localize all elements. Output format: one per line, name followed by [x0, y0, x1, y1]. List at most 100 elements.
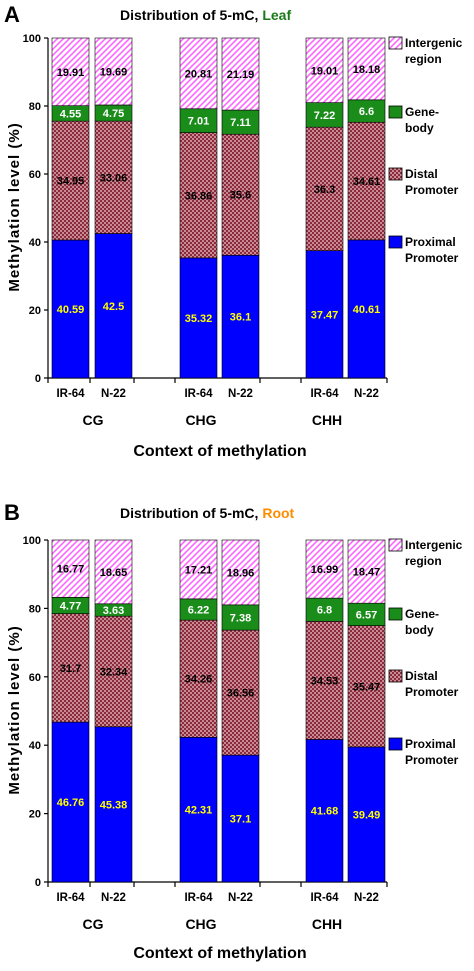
bar-segment-intergenic-region — [51, 539, 90, 598]
data-label-intergenic-region: 21.19 — [227, 69, 255, 81]
panel-a: A Distribution of 5-mC, Leaf Methylation… — [4, 2, 463, 460]
data-label-intergenic-region: 19.69 — [100, 66, 128, 78]
x-tick-label: N-22 — [101, 892, 126, 904]
legend-label: Promoter — [405, 251, 459, 265]
title-tissue: Root — [262, 505, 294, 521]
bar-segment-proximal-promoter — [179, 257, 218, 379]
y-tick-label: 20 — [29, 305, 41, 317]
bar-segment-intergenic-region — [305, 37, 344, 103]
stacked-bar: 40.59 34.95 4.55 19.91 — [51, 37, 90, 379]
data-label-gene-body: 6.8 — [317, 605, 332, 617]
bar-segment-intergenic-region — [94, 539, 133, 605]
data-label-proximal-promoter: 37.47 — [311, 309, 339, 321]
data-label-gene-body: 4.77 — [60, 601, 81, 613]
bar-segment-gene-body — [221, 604, 260, 631]
legend-label: Distal — [405, 167, 438, 181]
stacked-bar: 46.76 31.7 4.77 16.77 — [51, 539, 90, 883]
data-label-proximal-promoter: 40.61 — [353, 304, 381, 316]
legend-label: body — [405, 623, 434, 637]
data-label-distal-promoter: 31.7 — [60, 663, 81, 675]
data-label-gene-body: 3.63 — [103, 605, 124, 617]
bar-segment-distal-promoter — [347, 625, 386, 748]
bar-segment-proximal-promoter — [305, 739, 344, 883]
y-tick-label: 80 — [29, 603, 41, 615]
data-label-gene-body: 6.57 — [356, 609, 377, 621]
y-tick-label: 0 — [35, 877, 41, 889]
context-label: CHG — [185, 916, 216, 932]
bar-segment-proximal-promoter — [347, 746, 386, 883]
bar-segment-distal-promoter — [94, 615, 133, 728]
y-tick-label: 20 — [29, 809, 41, 821]
chart-title: Distribution of 5-mC, Leaf — [120, 7, 291, 23]
stacked-bar: 42.5 33.06 4.75 19.69 — [94, 37, 133, 379]
y-tick-label: 60 — [29, 169, 41, 181]
data-label-gene-body: 6.22 — [188, 604, 209, 616]
bar-segment-intergenic-region — [179, 37, 218, 110]
legend-swatch — [388, 167, 403, 181]
y-tick-label: 40 — [29, 237, 41, 249]
data-label-distal-promoter: 34.61 — [353, 176, 381, 188]
data-label-intergenic-region: 17.21 — [185, 564, 213, 576]
data-label-intergenic-region: 18.47 — [353, 567, 381, 579]
title-tissue: Leaf — [262, 7, 291, 23]
legend-label: Gene- — [405, 607, 439, 621]
data-label-gene-body: 7.38 — [230, 612, 251, 624]
legend-label: Promoter — [405, 753, 459, 767]
bar-segment-intergenic-region — [179, 539, 218, 600]
bar-segment-intergenic-region — [347, 539, 386, 604]
legend-item-proximal: Proximal Promoter — [388, 737, 459, 767]
y-axis-label: Methylation level (%) — [6, 625, 23, 794]
legend-label: Proximal — [405, 235, 456, 249]
data-label-distal-promoter: 36.56 — [227, 688, 255, 700]
x-tick-label: IR-64 — [184, 892, 213, 904]
bar-segment-intergenic-region — [221, 37, 260, 111]
x-tick-label: IR-64 — [310, 388, 339, 400]
x-axis-label: Context of methylation — [133, 443, 306, 460]
stacked-bar: 39.49 35.47 6.57 18.47 — [347, 539, 386, 883]
data-label-proximal-promoter: 45.38 — [100, 799, 128, 811]
bar-segment-distal-promoter — [305, 126, 344, 251]
legend-swatch — [388, 235, 403, 249]
x-tick-label: IR-64 — [310, 892, 339, 904]
data-label-distal-promoter: 34.95 — [57, 176, 85, 188]
y-tick-label: 100 — [23, 33, 41, 45]
data-label-gene-body: 6.6 — [359, 106, 374, 118]
bar-segment-distal-promoter — [221, 629, 260, 756]
bar-segment-proximal-promoter — [221, 254, 260, 379]
x-tick-label: N-22 — [101, 388, 126, 400]
stacked-bar: 35.32 36.86 7.01 20.81 — [179, 37, 218, 379]
bar-segment-distal-promoter — [94, 120, 133, 234]
data-label-distal-promoter: 34.26 — [185, 674, 213, 686]
x-tick-label: N-22 — [354, 892, 379, 904]
legend-item-genebody: Gene-body — [388, 105, 439, 135]
bar-segment-distal-promoter — [179, 132, 218, 259]
data-label-distal-promoter: 35.47 — [353, 681, 381, 693]
context-label: CHH — [312, 412, 342, 428]
plot-area: 0 20 40 60 80 100 40.59 34.95 4.55 19.91 IR-64 42.5… — [23, 33, 388, 428]
context-label: CG — [83, 412, 104, 428]
legend-label: Gene- — [405, 105, 439, 119]
data-label-proximal-promoter: 42.31 — [185, 805, 213, 817]
stacked-bar: 37.1 36.56 7.38 18.96 — [221, 539, 260, 883]
data-label-intergenic-region: 16.99 — [311, 564, 339, 576]
legend-swatch — [388, 607, 403, 621]
bar-segment-intergenic-region — [51, 37, 90, 106]
bar-segment-intergenic-region — [347, 37, 386, 101]
plot-area: 0 20 40 60 80 100 46.76 31.7 4.77 16.77 IR-64 45.38… — [23, 535, 388, 932]
legend-label: body — [405, 121, 434, 135]
legend-item-proximal: Proximal Promoter — [388, 235, 459, 265]
title-prefix: Distribution of 5-mC, — [120, 7, 262, 23]
y-tick-label: 100 — [23, 535, 41, 547]
data-label-distal-promoter: 36.86 — [185, 190, 213, 202]
data-label-gene-body: 7.22 — [314, 110, 335, 122]
bar-segment-distal-promoter — [347, 121, 386, 241]
stacked-bar: 42.31 34.26 6.22 17.21 — [179, 539, 218, 883]
legend-label: Promoter — [405, 183, 459, 197]
panel-letter: B — [4, 500, 20, 525]
stacked-bar: 36.1 35.6 7.11 21.19 — [221, 37, 260, 379]
bar-segment-distal-promoter — [51, 613, 90, 723]
bar-segment-intergenic-region — [221, 539, 260, 606]
context-label: CHG — [185, 412, 216, 428]
data-label-proximal-promoter: 46.76 — [57, 797, 85, 809]
